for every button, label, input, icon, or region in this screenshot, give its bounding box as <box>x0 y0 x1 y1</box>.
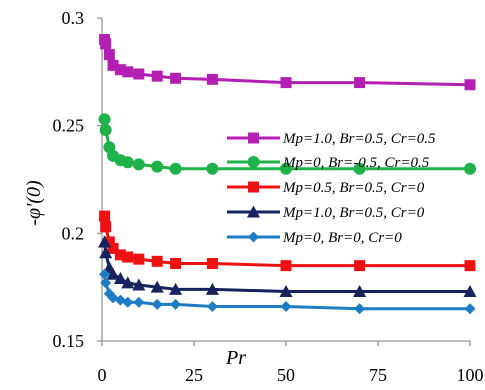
data-point <box>206 257 218 269</box>
legend-entry: Mp=1.0, Br=0.5, Cr=0 <box>227 205 425 221</box>
data-point <box>354 260 366 272</box>
data-point <box>464 303 476 315</box>
data-point <box>133 68 145 80</box>
data-point <box>122 296 134 308</box>
data-point <box>98 113 111 126</box>
data-point <box>464 260 476 272</box>
x-tick-label: 75 <box>369 365 387 385</box>
series-3 <box>99 210 476 272</box>
data-point <box>170 257 182 269</box>
data-point <box>151 160 164 173</box>
data-point <box>280 301 292 313</box>
y-tick-label: 0.25 <box>53 116 85 136</box>
data-point <box>99 210 111 222</box>
data-point <box>151 70 163 82</box>
legend-label: Mp=1.0, Br=0.5, Cr=0.5 <box>282 131 436 147</box>
y-axis-title: -φ'(0) <box>23 180 45 226</box>
data-point <box>354 77 366 89</box>
y-tick-label: 0.15 <box>53 331 85 351</box>
legend-label: Mp=0.5, Br=0.5, Cr=0 <box>282 180 425 196</box>
legend-swatch-marker <box>247 205 260 218</box>
data-point <box>464 162 476 175</box>
data-point <box>98 235 112 248</box>
data-point <box>122 66 134 78</box>
data-point <box>132 278 146 291</box>
data-point <box>170 298 182 310</box>
data-point <box>100 38 112 50</box>
data-point <box>121 156 134 169</box>
x-axis-title: Pr <box>225 347 246 369</box>
data-point <box>133 296 145 308</box>
series-4 <box>98 235 477 297</box>
legend-entry: Mp=0, Br=-0.5, Cr=0.5 <box>227 155 430 171</box>
data-point <box>99 268 111 280</box>
data-point <box>121 276 135 289</box>
legend-swatch-marker <box>248 132 259 144</box>
x-tick-label: 100 <box>457 365 484 385</box>
data-point <box>103 49 115 61</box>
series-5 <box>99 268 476 315</box>
data-point <box>133 253 145 265</box>
x-tick-label: 50 <box>277 365 295 385</box>
legend: Mp=1.0, Br=0.5, Cr=0.5 Mp=0, Br=-0.5, Cr=… <box>227 131 436 246</box>
legend-swatch-marker <box>248 231 259 243</box>
y-tick-label: 0.2 <box>62 223 85 243</box>
legend-entry: Mp=1.0, Br=0.5, Cr=0.5 <box>227 131 436 147</box>
data-point <box>279 284 293 297</box>
legend-label: Mp=1.0, Br=0.5, Cr=0 <box>282 205 425 221</box>
data-point <box>106 267 120 280</box>
series-layer <box>98 34 477 315</box>
data-point <box>113 272 127 285</box>
legend-swatch-marker <box>247 156 260 168</box>
data-point <box>114 64 126 76</box>
data-point <box>206 301 218 313</box>
axes: 0.15 0.2 0.25 0.3 0 25 50 75 100 <box>53 8 484 385</box>
data-point <box>170 72 182 84</box>
data-point <box>150 280 164 293</box>
x-tick-label: 0 <box>98 365 107 385</box>
data-point <box>463 284 477 297</box>
data-point <box>151 298 163 310</box>
legend-swatch-marker <box>248 181 259 193</box>
data-point <box>169 282 183 295</box>
data-point <box>107 242 119 254</box>
legend-entry: Mp=0, Br=0, Cr=0 <box>227 230 402 246</box>
data-point <box>103 236 115 248</box>
data-point <box>169 162 182 175</box>
x-tick-label: 25 <box>185 365 203 385</box>
data-point <box>280 260 292 272</box>
data-point <box>99 123 112 136</box>
data-point <box>280 77 292 89</box>
data-point <box>353 284 367 297</box>
data-point <box>100 277 112 289</box>
legend-label: Mp=0, Br=-0.5, Cr=0.5 <box>282 155 430 171</box>
data-point <box>132 158 145 171</box>
series-1 <box>99 34 476 91</box>
data-point <box>280 162 292 175</box>
data-point <box>122 251 134 263</box>
legend-label: Mp=0, Br=0, Cr=0 <box>282 230 402 246</box>
data-point <box>206 73 218 85</box>
data-point <box>107 59 119 71</box>
y-tick-label: 0.3 <box>62 8 85 28</box>
data-point <box>206 162 219 175</box>
data-point <box>205 282 219 295</box>
data-point <box>100 221 112 233</box>
legend-entry: Mp=0.5, Br=0.5, Cr=0 <box>227 180 425 196</box>
series-2 <box>98 113 476 175</box>
data-point <box>354 303 366 315</box>
data-point <box>114 249 126 261</box>
data-point <box>99 246 113 259</box>
data-point <box>464 79 476 91</box>
data-point <box>353 162 366 175</box>
data-point <box>151 255 163 267</box>
